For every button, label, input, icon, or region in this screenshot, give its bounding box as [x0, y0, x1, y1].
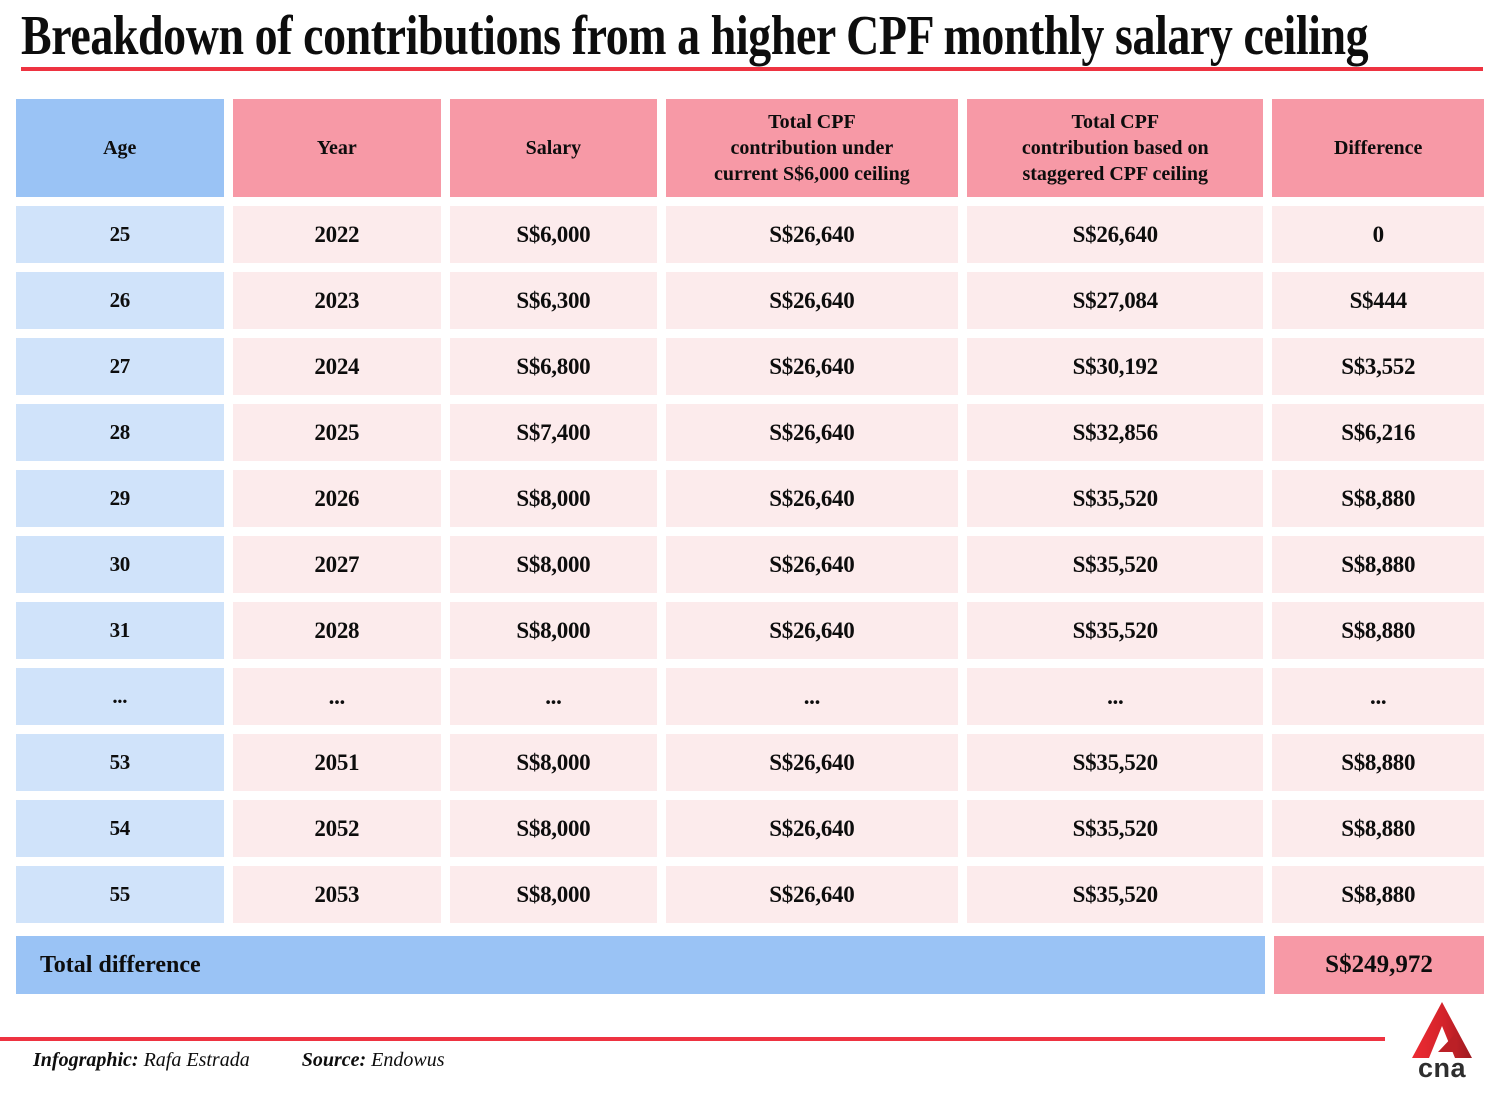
cell-staggered-ceiling: S$35,520: [967, 602, 1264, 659]
cna-logo: cna: [1406, 1000, 1478, 1082]
cell-staggered-ceiling: S$35,520: [967, 734, 1264, 791]
cell-year: 2022: [232, 206, 442, 263]
cell-difference: S$3,552: [1272, 338, 1484, 395]
cell-current-ceiling: S$26,640: [665, 272, 959, 329]
credits: Infographic: Rafa Estrada Source: Endowu…: [33, 1049, 445, 1072]
total-difference-label: Total difference: [16, 936, 1265, 994]
cell-age: 29: [16, 470, 224, 527]
total-row: Total difference S$249,972: [16, 936, 1484, 994]
cell-difference: ...: [1272, 668, 1484, 725]
cell-current-ceiling: S$26,640: [665, 404, 959, 461]
cell-age: 53: [16, 734, 224, 791]
cell-current-ceiling: ...: [665, 668, 959, 725]
cell-staggered-ceiling: S$35,520: [967, 470, 1264, 527]
cell-salary: S$8,000: [450, 536, 657, 593]
cell-current-ceiling: S$26,640: [665, 800, 959, 857]
cell-age: 26: [16, 272, 224, 329]
cell-staggered-ceiling: S$35,520: [967, 536, 1264, 593]
cell-year: ...: [232, 668, 442, 725]
cell-staggered-ceiling: S$30,192: [967, 338, 1264, 395]
cell-staggered-ceiling: ...: [967, 668, 1264, 725]
cell-salary: ...: [450, 668, 657, 725]
cell-current-ceiling: S$26,640: [665, 206, 959, 263]
source-label: Source:: [301, 1049, 367, 1071]
cell-salary: S$8,000: [450, 800, 657, 857]
cell-age: 54: [16, 800, 224, 857]
cell-current-ceiling: S$26,640: [665, 734, 959, 791]
cna-triangle-icon: [1412, 1002, 1472, 1058]
column-header-difference: Difference: [1272, 99, 1484, 197]
cell-year: 2025: [232, 404, 442, 461]
cell-current-ceiling: S$26,640: [665, 470, 959, 527]
cell-age: 31: [16, 602, 224, 659]
contribution-table: Age Year Salary Total CPF contribution u…: [16, 99, 1484, 923]
cell-difference: S$6,216: [1272, 404, 1484, 461]
cell-age: 55: [16, 866, 224, 923]
cna-logo-text: cna: [1417, 1053, 1467, 1083]
cell-difference: 0: [1272, 206, 1484, 263]
cell-salary: S$6,800: [450, 338, 657, 395]
cell-difference: S$8,880: [1272, 470, 1484, 527]
cell-current-ceiling: S$26,640: [665, 536, 959, 593]
column-header-staggered-ceiling: Total CPF contribution based on staggere…: [967, 99, 1264, 197]
infographic-value: Rafa Estrada: [143, 1049, 250, 1071]
page-title: Breakdown of contributions from a higher…: [21, 5, 1369, 67]
cell-difference: S$8,880: [1272, 536, 1484, 593]
cell-staggered-ceiling: S$35,520: [967, 866, 1264, 923]
cell-age: 25: [16, 206, 224, 263]
cell-year: 2028: [232, 602, 442, 659]
cell-salary: S$8,000: [450, 602, 657, 659]
cell-salary: S$6,000: [450, 206, 657, 263]
column-header-year: Year: [232, 99, 442, 197]
footer-rule: [0, 1037, 1385, 1041]
title-rule: [21, 67, 1483, 71]
cell-staggered-ceiling: S$27,084: [967, 272, 1264, 329]
cell-difference: S$8,880: [1272, 800, 1484, 857]
cell-year: 2053: [232, 866, 442, 923]
cell-salary: S$8,000: [450, 866, 657, 923]
cell-salary: S$6,300: [450, 272, 657, 329]
cell-difference: S$8,880: [1272, 734, 1484, 791]
cell-salary: S$8,000: [450, 470, 657, 527]
infographic-label: Infographic:: [33, 1049, 139, 1071]
cell-year: 2051: [232, 734, 442, 791]
cell-difference: S$8,880: [1272, 866, 1484, 923]
cell-staggered-ceiling: S$32,856: [967, 404, 1264, 461]
column-header-salary: Salary: [450, 99, 657, 197]
cell-age: 28: [16, 404, 224, 461]
cell-year: 2026: [232, 470, 442, 527]
column-header-current-ceiling: Total CPF contribution under current S$6…: [665, 99, 959, 197]
cell-current-ceiling: S$26,640: [665, 602, 959, 659]
cell-difference: S$444: [1272, 272, 1484, 329]
cell-staggered-ceiling: S$26,640: [967, 206, 1264, 263]
cell-difference: S$8,880: [1272, 602, 1484, 659]
cell-age: 30: [16, 536, 224, 593]
cell-salary: S$7,400: [450, 404, 657, 461]
cell-age: 27: [16, 338, 224, 395]
cell-age: ...: [16, 668, 224, 725]
total-difference-value: S$249,972: [1274, 936, 1484, 994]
cell-salary: S$8,000: [450, 734, 657, 791]
cell-year: 2052: [232, 800, 442, 857]
cell-current-ceiling: S$26,640: [665, 866, 959, 923]
column-header-age: Age: [16, 99, 224, 197]
cell-year: 2027: [232, 536, 442, 593]
cell-year: 2023: [232, 272, 442, 329]
cell-current-ceiling: S$26,640: [665, 338, 959, 395]
source-value: Endowus: [371, 1049, 445, 1071]
cell-year: 2024: [232, 338, 442, 395]
cell-staggered-ceiling: S$35,520: [967, 800, 1264, 857]
